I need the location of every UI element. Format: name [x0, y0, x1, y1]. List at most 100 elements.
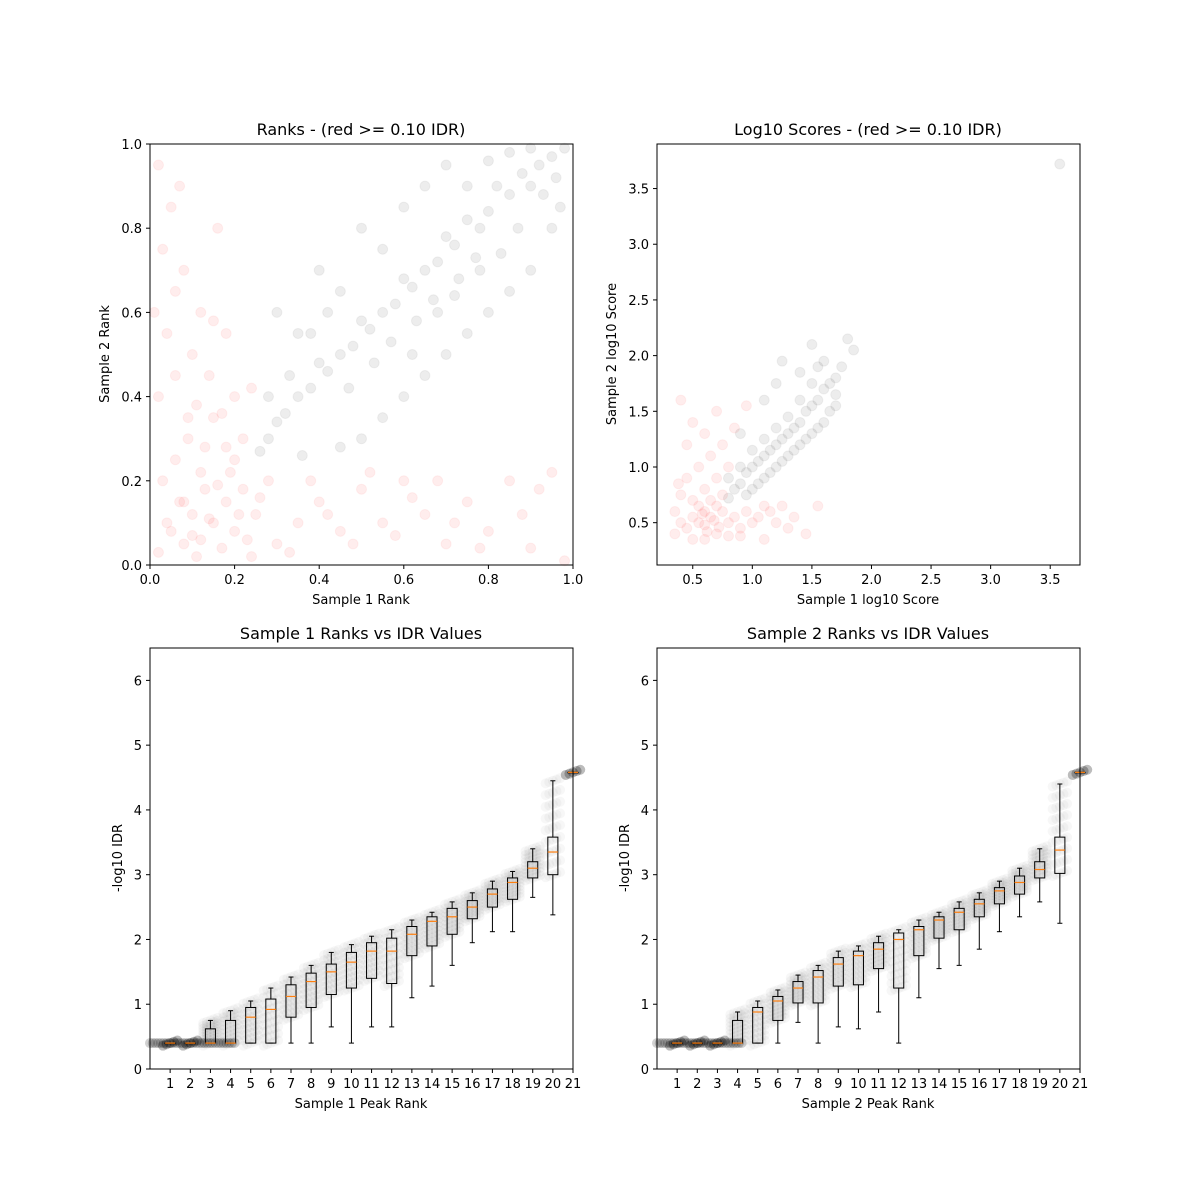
ranks-scatter-point — [504, 189, 516, 201]
ranks-scatter-point — [212, 222, 224, 234]
sample2-box-floor-point — [722, 1038, 733, 1049]
sample2-box-bg-point — [1062, 821, 1072, 831]
ranks-scatter-point — [292, 391, 304, 403]
sample1-box-ytick-label: 6 — [134, 674, 142, 689]
ranks-scatter-point — [482, 155, 494, 167]
ranks-scatter-point — [262, 433, 274, 445]
sample2-box-floor-point — [660, 1038, 671, 1049]
ranks-scatter-point — [199, 441, 211, 453]
scores-scatter-point — [722, 492, 734, 504]
ranks-scatter-point — [559, 555, 571, 567]
sample2-box-xtick-label: 5 — [754, 1077, 762, 1092]
ranks-scatter-point — [313, 496, 325, 508]
ranks-scatter-point — [377, 517, 389, 529]
ranks-scatter-point — [440, 231, 452, 243]
sample1-box-xtick-label: 18 — [504, 1077, 521, 1092]
ranks-scatter-point — [525, 542, 537, 554]
sample1-box-box — [305, 972, 317, 1008]
scores-scatter-point — [782, 450, 794, 462]
ranks-scatter-point — [182, 412, 194, 424]
ranks-scatter-xtick-label: 0.6 — [393, 573, 414, 588]
ranks-scatter-point — [474, 264, 486, 276]
sample1-box-xtick-label: 9 — [327, 1077, 335, 1092]
ranks-scatter-point — [389, 298, 401, 310]
ranks-scatter-point — [533, 159, 545, 171]
ranks-scatter-point — [495, 247, 507, 259]
sample1-box-xtick-label: 14 — [424, 1077, 441, 1092]
scores-scatter-point — [806, 400, 818, 412]
sample2-box-xtick-label: 3 — [713, 1077, 721, 1092]
sample2-box-floor-point — [684, 1038, 695, 1049]
ranks-scatter-point — [546, 222, 558, 234]
scores-scatter-point — [776, 433, 788, 445]
ranks-scatter-point — [343, 382, 355, 394]
ranks-scatter-xtick-label: 0.2 — [224, 573, 245, 588]
ranks-scatter-point — [334, 525, 346, 537]
scores-scatter-point — [758, 533, 770, 545]
ranks-scatter-point — [356, 222, 367, 234]
ranks-scatter-point — [178, 538, 190, 550]
ranks-scatter-point — [178, 496, 190, 508]
sample1-box-floor-point — [153, 1038, 164, 1049]
ranks-scatter-point — [292, 327, 304, 339]
sample1-box-xtick-label: 11 — [363, 1077, 380, 1092]
scores-scatter-point — [746, 483, 758, 495]
scores-scatter-ytick-label: 3.0 — [628, 238, 649, 253]
ranks-scatter-point — [559, 142, 571, 154]
ranks-scatter-point — [148, 306, 160, 318]
sample2-box-box — [1054, 836, 1066, 874]
ranks-scatter-point — [186, 508, 198, 520]
sample1-box-ytick-label: 4 — [134, 804, 142, 819]
sample1-box-floor-point — [191, 1038, 202, 1049]
sample2-box-floor-point — [662, 1038, 673, 1049]
scores-scatter-point — [711, 528, 723, 540]
ranks-scatter-point — [199, 483, 211, 495]
ranks-scatter-point — [186, 530, 198, 542]
sample1-box-box — [507, 877, 519, 900]
ranks-scatter-point — [152, 546, 164, 558]
scores-scatter-point — [740, 467, 752, 479]
sample2-box-box — [852, 950, 864, 986]
sample2-box-bg-point — [1062, 788, 1072, 798]
scores-scatter-point — [687, 494, 699, 506]
sample1-box-ytick-label: 5 — [134, 739, 142, 754]
scores-scatter-point — [758, 394, 770, 406]
scores-scatter-point — [770, 517, 782, 529]
scores-scatter-point — [734, 428, 746, 440]
scores-scatter-title: Log10 Scores - (red >= 0.10 IDR) — [734, 120, 1002, 139]
sample2-box-box — [913, 926, 925, 957]
scores-scatter-point — [675, 489, 687, 501]
ranks-scatter-ytick-label: 0.4 — [121, 391, 142, 406]
sample2-box-xtick-label: 7 — [794, 1077, 802, 1092]
sample2-box-ytick-label: 2 — [641, 933, 649, 948]
scores-scatter-point — [699, 533, 711, 545]
sample1-box-xtick-label: 12 — [383, 1077, 400, 1092]
sample2-box-ytick-label: 1 — [641, 998, 649, 1013]
ranks-scatter-point — [356, 483, 367, 495]
scores-scatter-point — [818, 416, 830, 428]
sample2-box-xtick-label: 18 — [1011, 1077, 1028, 1092]
ranks-scatter-point — [229, 454, 241, 466]
ranks-scatter-point — [313, 357, 325, 369]
ranks-scatter-point — [550, 172, 562, 184]
sample1-box-bg-point — [555, 820, 565, 830]
ranks-scatter-point — [322, 306, 334, 318]
ranks-scatter-point — [165, 201, 177, 213]
sample1-box-box — [426, 916, 438, 947]
sample2-box-xtick-label: 9 — [834, 1077, 842, 1092]
scores-scatter-point — [717, 439, 729, 451]
sample2-box-floor-point — [679, 1038, 690, 1049]
scores-scatter-xtick-label: 1.0 — [742, 573, 763, 588]
sample1-box-floor-point — [199, 1038, 210, 1049]
sample2-box-box — [752, 1006, 764, 1044]
ranks-scatter-point — [406, 492, 418, 504]
sample1-box-floor-point — [218, 1038, 229, 1049]
ranks-scatter-point — [216, 542, 228, 554]
ranks-scatter-point — [504, 285, 516, 297]
scores-scatter-point — [740, 400, 752, 412]
scores-scatter-point — [1054, 158, 1066, 170]
ranks-scatter-point — [224, 466, 236, 478]
scores-scatter-point — [717, 506, 729, 518]
ranks-scatter-point — [169, 285, 181, 297]
